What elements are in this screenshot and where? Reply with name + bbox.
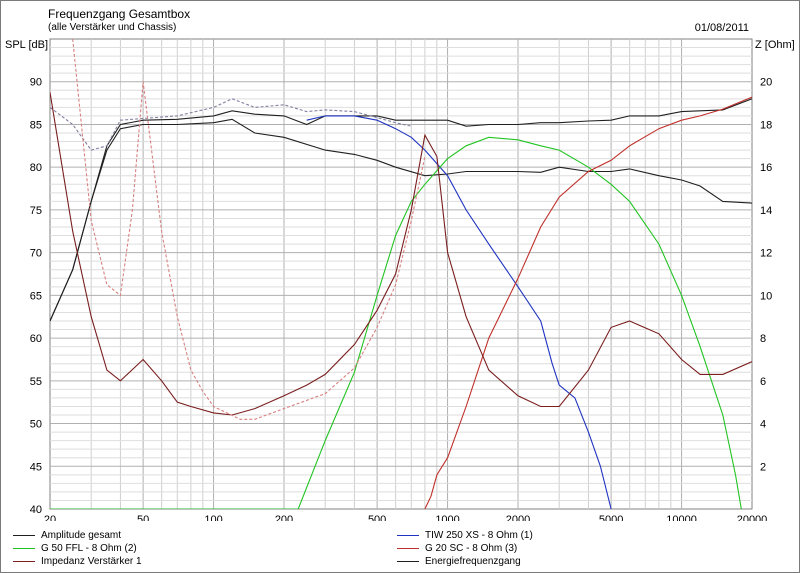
legend-item-amplitude-gesamt: Amplitude gesamt — [13, 530, 121, 541]
legend-label: Amplitude gesamt — [41, 530, 122, 541]
plot-area — [49, 38, 753, 510]
legend-item-impedanz: Impedanz Verstärker 1 — [13, 556, 142, 567]
y2-tick-label: 18 — [760, 119, 772, 131]
legend-item-g50ffl: G 50 FFL - 8 Ohm (2) — [13, 543, 137, 554]
y-tick-label: 50 — [30, 419, 42, 431]
y2-tick-label: 6 — [760, 376, 766, 388]
series-line-7 — [72, 39, 426, 420]
legend-label: TIW 250 XS - 8 Ohm (1) — [425, 530, 533, 541]
y2-tick-label: 16 — [760, 162, 772, 174]
frequency-response-plot: 20 50 100 200 500 1000 2000 5000 10000 2000040455… — [30, 38, 773, 521]
legend-item-energiefrequenzgang: Energiefrequenzgang — [397, 556, 521, 567]
x-tick-label: 50 — [137, 514, 149, 521]
y-tick-label: 45 — [30, 461, 42, 473]
y2-tick-label: 14 — [760, 205, 772, 217]
x-tick-label: 10000 — [666, 514, 697, 521]
chart-title: Frequenzgang Gesamtbox — [48, 7, 191, 21]
x-tick-label: 1000 — [435, 514, 459, 521]
legend-item-g20sc: G 20 SC - 8 Ohm (3) — [397, 543, 517, 554]
y-tick-label: 80 — [30, 162, 42, 174]
legend-label: G 50 FFL - 8 Ohm (2) — [41, 543, 137, 554]
y-tick-label: 40 — [30, 504, 42, 516]
legend-label: Energiefrequenzgang — [425, 556, 521, 567]
chart-subtitle: (alle Verstärker und Chassis) — [48, 22, 177, 33]
y-tick-label: 90 — [30, 77, 42, 89]
y-tick-label: 60 — [30, 333, 42, 345]
y2-tick-label: 8 — [760, 333, 766, 345]
x-tick-label: 20000 — [737, 514, 768, 521]
chart-date: 01/08/2011 — [694, 22, 749, 34]
tick-labels: 20 50 100 200 500 1000 2000 5000 10000 2000040455… — [30, 77, 773, 521]
series-line-6 — [50, 92, 752, 416]
legend-swatch — [13, 561, 35, 562]
legend-swatch — [13, 548, 35, 549]
grid — [49, 38, 753, 510]
y-tick-label: 65 — [30, 290, 42, 302]
x-tick-label: 5000 — [599, 514, 623, 521]
legend-swatch — [397, 535, 419, 536]
series-line-0 — [50, 98, 752, 322]
legend-label: Impedanz Verstärker 1 — [41, 556, 142, 567]
series-line-5 — [424, 96, 752, 509]
series-line-3 — [306, 115, 612, 509]
y-tick-label: 85 — [30, 119, 42, 131]
x-tick-label: 2000 — [506, 514, 530, 521]
x-tick-label: 20 — [44, 514, 56, 521]
y2-tick-label: 12 — [760, 248, 772, 260]
y2-tick-label: 20 — [760, 77, 772, 89]
legend-item-tiw250xs: TIW 250 XS - 8 Ohm (1) — [397, 530, 533, 541]
x-tick-label: 500 — [368, 514, 386, 521]
y2-tick-label: 4 — [760, 419, 766, 431]
legend-swatch — [397, 561, 419, 562]
y-tick-label: 75 — [30, 205, 42, 217]
y-tick-label: 70 — [30, 248, 42, 260]
series-line-2 — [50, 98, 412, 151]
y-axis-left-label: SPL [dB] — [5, 39, 49, 51]
x-tick-label: 200 — [275, 514, 293, 521]
y-tick-label: 55 — [30, 376, 42, 388]
x-tick-label: 100 — [204, 514, 222, 521]
legend-label: G 20 SC - 8 Ohm (3) — [425, 543, 518, 554]
y2-tick-label: 2 — [760, 461, 766, 473]
y-axis-right-label: Z [Ohm] — [755, 39, 795, 51]
legend-swatch — [397, 548, 419, 549]
y2-tick-label: 10 — [760, 290, 772, 302]
series-layer — [50, 39, 752, 509]
legend-swatch — [13, 535, 35, 536]
